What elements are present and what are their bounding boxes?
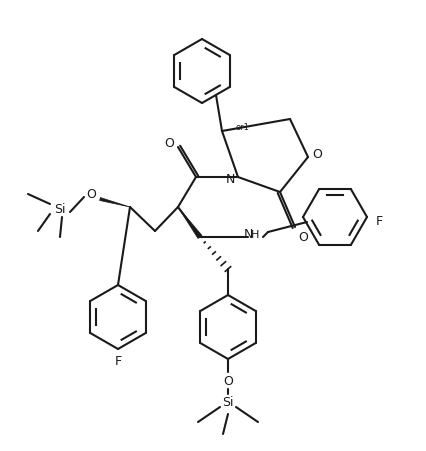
Text: F: F [115, 355, 121, 368]
Text: H: H [251, 230, 259, 239]
Text: N: N [225, 173, 235, 186]
Polygon shape [100, 198, 130, 207]
Text: F: F [375, 215, 383, 228]
Text: or1: or1 [235, 122, 249, 131]
Text: Si: Si [222, 396, 234, 409]
Text: Si: Si [54, 203, 66, 216]
Text: O: O [312, 148, 322, 161]
Text: O: O [298, 231, 308, 244]
Text: O: O [223, 375, 233, 388]
Text: N: N [243, 228, 253, 241]
Text: O: O [164, 137, 174, 150]
Polygon shape [178, 207, 202, 239]
Text: O: O [86, 188, 96, 201]
